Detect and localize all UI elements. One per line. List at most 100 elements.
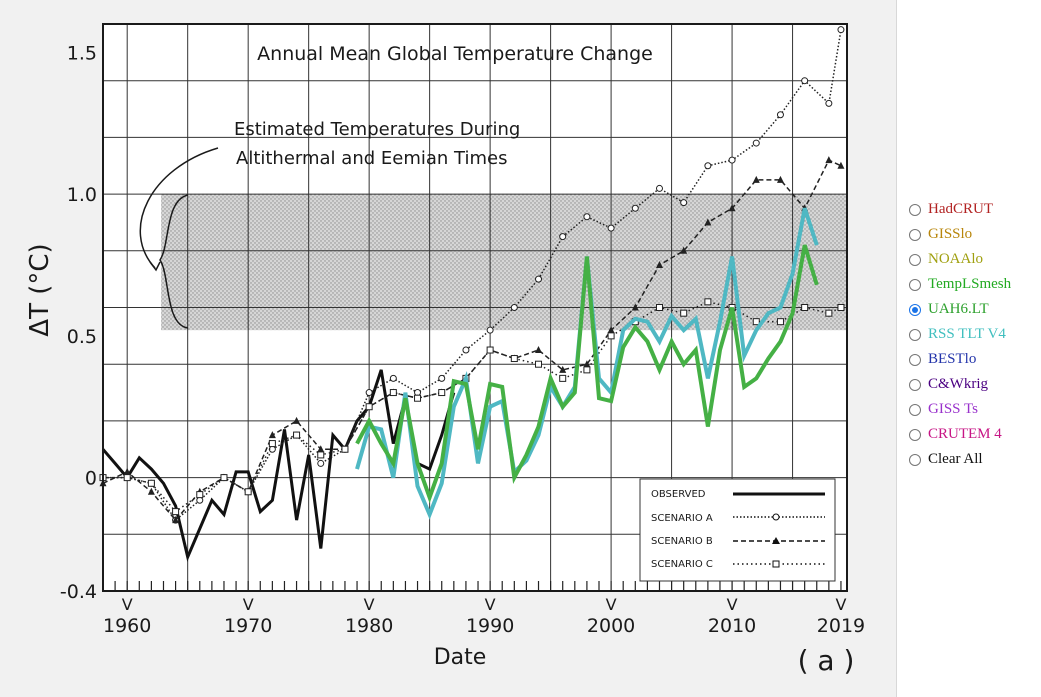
point-scenario-c	[123, 474, 131, 482]
annotation-line-2: Altithermal and Eemian Times	[236, 148, 507, 169]
radio-button[interactable]	[909, 353, 921, 366]
point-scenario-c	[680, 309, 688, 317]
point-scenario-b	[172, 516, 180, 524]
point-scenario-c	[510, 355, 518, 363]
radio-button[interactable]	[909, 328, 921, 341]
x-tick-label: 1970	[224, 615, 272, 637]
series-line-templsmesh	[355, 244, 819, 504]
point-scenario-c	[535, 360, 543, 368]
point-scenario-b	[123, 467, 131, 475]
point-scenario-c	[801, 304, 809, 311]
x-tick-marker: V	[243, 595, 254, 614]
point-scenario-b	[680, 246, 688, 254]
point-scenario-a	[559, 233, 567, 241]
radio-button[interactable]	[909, 203, 921, 216]
dataset-option-clear-all[interactable]: Clear All	[905, 447, 1039, 472]
dataset-option-gisslo[interactable]: GISSlo	[905, 222, 1039, 247]
point-scenario-b	[752, 175, 760, 183]
y-tick-label: 0.5	[67, 326, 97, 348]
point-scenario-c	[220, 474, 228, 482]
chart-legend: OBSERVED SCENARIO A SCENARIO B SCENARIO …	[639, 478, 836, 582]
point-scenario-b	[631, 303, 639, 311]
dataset-option-label: TempLSmesh	[928, 276, 1012, 292]
point-scenario-c	[365, 403, 373, 411]
legend-observed: OBSERVED	[651, 489, 706, 500]
point-scenario-a	[438, 374, 446, 382]
point-scenario-c	[752, 318, 760, 326]
radio-button[interactable]	[909, 303, 921, 316]
x-tick-marker: V	[122, 595, 133, 614]
point-scenario-a	[655, 184, 663, 192]
point-scenario-a	[462, 346, 470, 354]
dataset-option-hadcrut[interactable]: HadCRUT	[905, 197, 1039, 222]
altithermal-band	[161, 194, 847, 331]
point-scenario-b	[559, 365, 567, 373]
panel-label: ( a )	[798, 644, 855, 677]
point-scenario-a	[801, 77, 809, 85]
point-scenario-c	[389, 389, 397, 397]
point-scenario-c	[268, 440, 276, 448]
y-axis-label: ΔT (°C)	[25, 243, 55, 336]
x-tick-label: 1990	[466, 615, 514, 637]
radio-button[interactable]	[909, 228, 921, 241]
dataset-option-uah6-lt[interactable]: UAH6.LT	[905, 297, 1039, 322]
point-scenario-a	[486, 326, 494, 334]
legend-marker-triangle	[772, 537, 780, 544]
point-scenario-b	[825, 156, 833, 164]
radio-button[interactable]	[909, 403, 921, 416]
point-scenario-b	[583, 360, 591, 368]
point-scenario-c	[438, 389, 446, 397]
annotation-arrowhead	[149, 261, 161, 272]
y-tick-label: -0.4	[60, 581, 97, 603]
point-scenario-c	[317, 451, 325, 459]
annotation-arrow	[139, 147, 219, 269]
point-scenario-c	[825, 309, 833, 317]
point-scenario-a	[535, 275, 543, 283]
point-scenario-c	[147, 479, 155, 487]
point-scenario-b	[704, 218, 712, 226]
x-tick-label: 1960	[103, 615, 151, 637]
dataset-selector: HadCRUT GISSlo NOAAlo TempLSmesh UAH6.LT RSS …	[905, 197, 1039, 472]
radio-button[interactable]	[909, 428, 921, 441]
point-scenario-b	[837, 161, 845, 169]
point-scenario-c	[583, 366, 591, 374]
dataset-option-templsmesh[interactable]: TempLSmesh	[905, 272, 1039, 297]
dataset-option-label: CRUTEM 4	[928, 426, 1002, 442]
point-scenario-a	[752, 139, 760, 147]
point-scenario-b	[293, 416, 301, 424]
dataset-option-rss-tlt-v4[interactable]: RSS TLT V4	[905, 322, 1039, 347]
legend-scenario-a: SCENARIO A	[651, 513, 713, 524]
dataset-option-label: BESTlo	[928, 351, 977, 367]
brace-icon	[159, 194, 189, 329]
dataset-option-crutem-4[interactable]: CRUTEM 4	[905, 422, 1039, 447]
point-scenario-a	[365, 389, 373, 397]
point-scenario-b	[147, 487, 155, 495]
radio-button[interactable]	[909, 453, 921, 466]
y-tick-label: 1.0	[67, 184, 97, 206]
radio-button[interactable]	[909, 253, 921, 266]
legend-marker-circle	[772, 513, 780, 521]
legend-marker-square	[772, 560, 780, 568]
point-scenario-a	[631, 204, 639, 212]
radio-button[interactable]	[909, 378, 921, 391]
point-scenario-c	[341, 445, 349, 453]
x-tick-label: 2019	[817, 615, 865, 637]
chart-title: Annual Mean Global Temperature Change	[257, 43, 653, 65]
point-scenario-c	[607, 332, 615, 340]
dataset-option-label: Clear All	[928, 451, 983, 467]
dataset-option-c-wkrig[interactable]: C&Wkrig	[905, 372, 1039, 397]
temperature-chart: -0.400.51.01.51960V1970V1980V1990V2000V2…	[25, 23, 865, 677]
dataset-option-noaalo[interactable]: NOAAlo	[905, 247, 1039, 272]
point-scenario-a	[837, 26, 845, 34]
point-scenario-b	[776, 175, 784, 183]
dataset-option-label: NOAAlo	[928, 251, 983, 267]
dataset-option-bestlo[interactable]: BESTlo	[905, 347, 1039, 372]
point-scenario-c	[837, 304, 845, 311]
point-scenario-c	[559, 374, 567, 382]
series-line-observed	[101, 369, 456, 562]
dataset-option-label: GISS Ts	[928, 401, 978, 417]
dataset-option-giss-ts[interactable]: GISS Ts	[905, 397, 1039, 422]
dataset-option-label: UAH6.LT	[928, 301, 989, 317]
point-scenario-a	[389, 374, 397, 382]
radio-button[interactable]	[909, 278, 921, 291]
